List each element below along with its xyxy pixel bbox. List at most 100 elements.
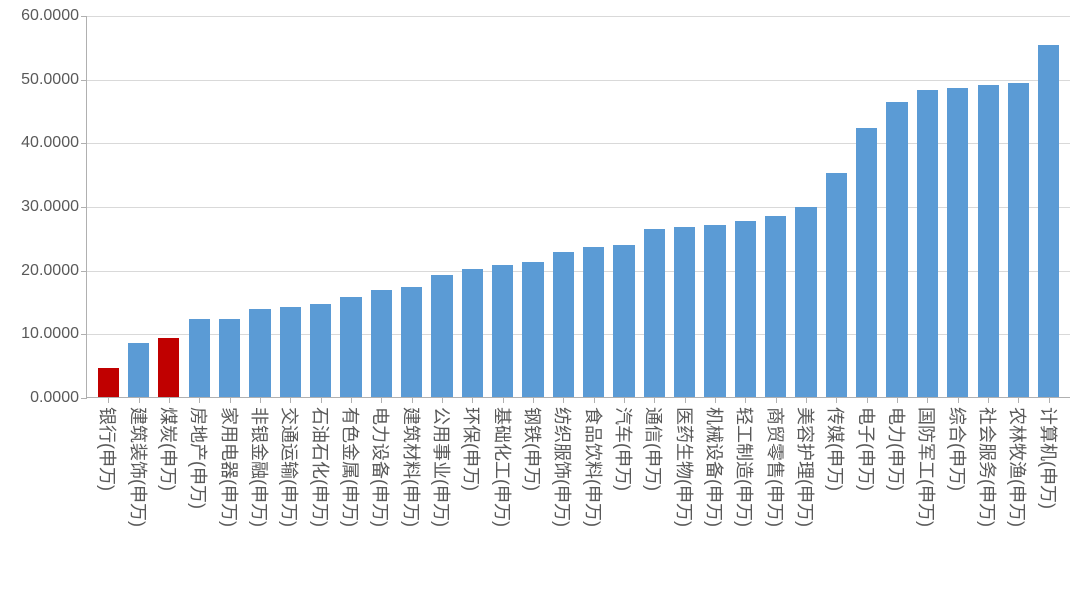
bar-slot: 交通运输(申万) — [275, 16, 305, 397]
bar-slot: 农林牧渔(申万) — [1003, 16, 1033, 397]
bar-slot: 机械设备(申万) — [700, 16, 730, 397]
bar-slot: 建筑装饰(申万) — [123, 16, 153, 397]
x-tick-label: 钢铁(申万) — [520, 397, 546, 491]
bar — [947, 88, 968, 397]
bar — [219, 319, 240, 397]
y-tick-label: 40.0000 — [21, 134, 87, 152]
x-tick-label: 煤炭(申万) — [156, 397, 182, 491]
x-tick-label: 美容护理(申万) — [793, 397, 819, 527]
bar — [98, 368, 119, 397]
bar — [1038, 45, 1059, 397]
x-tick-label: 建筑材料(申万) — [399, 397, 425, 527]
x-tick-label: 农林牧渔(申万) — [1005, 397, 1031, 527]
bar — [613, 245, 634, 397]
bar-slot: 国防军工(申万) — [912, 16, 942, 397]
bar-slot: 传媒(申万) — [821, 16, 851, 397]
bar — [128, 343, 149, 397]
bar — [826, 173, 847, 397]
bar-slot: 建筑材料(申万) — [396, 16, 426, 397]
bar — [431, 275, 452, 397]
bar-slot: 社会服务(申万) — [973, 16, 1003, 397]
bar-slot: 计算机(申万) — [1034, 16, 1064, 397]
x-tick-label: 社会服务(申万) — [975, 397, 1001, 527]
bar — [886, 102, 907, 397]
x-tick-label: 纺织服饰(申万) — [550, 397, 576, 527]
x-tick-label: 电力设备(申万) — [368, 397, 394, 527]
x-tick-label: 交通运输(申万) — [277, 397, 303, 527]
bar — [553, 252, 574, 397]
x-tick-label: 食品饮料(申万) — [581, 397, 607, 527]
bar-slot: 房地产(申万) — [184, 16, 214, 397]
y-tick-label: 50.0000 — [21, 71, 87, 89]
bar — [644, 229, 665, 397]
bar — [340, 297, 361, 397]
bar-slot: 电力设备(申万) — [366, 16, 396, 397]
x-tick-label: 商贸零售(申万) — [763, 397, 789, 527]
bar-slot: 汽车(申万) — [609, 16, 639, 397]
bar — [249, 309, 270, 397]
x-tick-label: 公用事业(申万) — [429, 397, 455, 527]
x-tick-label: 轻工制造(申万) — [732, 397, 758, 527]
y-tick-label: 20.0000 — [21, 262, 87, 280]
bar — [492, 265, 513, 397]
y-tick-label: 10.0000 — [21, 325, 87, 343]
x-tick-label: 机械设备(申万) — [702, 397, 728, 527]
x-tick-label: 银行(申万) — [95, 397, 121, 491]
bar — [795, 207, 816, 398]
bars-container: 银行(申万)建筑装饰(申万)煤炭(申万)房地产(申万)家用电器(申万)非银金融(… — [87, 16, 1070, 397]
bar-slot: 银行(申万) — [93, 16, 123, 397]
bar — [189, 319, 210, 397]
bar-slot: 石油石化(申万) — [305, 16, 335, 397]
x-tick-label: 通信(申万) — [641, 397, 667, 491]
bar — [1008, 83, 1029, 397]
bar-slot: 综合(申万) — [943, 16, 973, 397]
plot-area: 0.000010.000020.000030.000040.000050.000… — [86, 16, 1070, 398]
bar — [462, 269, 483, 397]
bar — [401, 287, 422, 397]
bar-slot: 环保(申万) — [457, 16, 487, 397]
bar-slot: 美容护理(申万) — [791, 16, 821, 397]
bar — [765, 216, 786, 397]
x-tick-label: 电子(申万) — [854, 397, 880, 491]
bar — [917, 90, 938, 397]
bar-slot: 基础化工(申万) — [487, 16, 517, 397]
bar — [522, 262, 543, 397]
x-tick-label: 电力(申万) — [884, 397, 910, 491]
bar-slot: 商贸零售(申万) — [761, 16, 791, 397]
x-tick-label: 家用电器(申万) — [217, 397, 243, 527]
bar-slot: 非银金融(申万) — [245, 16, 275, 397]
bar-slot: 家用电器(申万) — [214, 16, 244, 397]
bar-slot: 食品饮料(申万) — [579, 16, 609, 397]
x-tick-label: 传媒(申万) — [823, 397, 849, 491]
bar — [583, 247, 604, 397]
bar-slot: 钢铁(申万) — [518, 16, 548, 397]
bar — [704, 225, 725, 397]
x-tick-label: 医药生物(申万) — [672, 397, 698, 527]
bar-slot: 煤炭(申万) — [154, 16, 184, 397]
bar — [856, 128, 877, 397]
bar — [310, 304, 331, 397]
x-tick-label: 计算机(申万) — [1036, 397, 1062, 509]
bar — [735, 221, 756, 397]
x-tick-label: 建筑装饰(申万) — [126, 397, 152, 527]
bar-slot: 电子(申万) — [852, 16, 882, 397]
bar-slot: 公用事业(申万) — [427, 16, 457, 397]
x-tick-label: 石油石化(申万) — [308, 397, 334, 527]
bar — [371, 290, 392, 397]
x-tick-label: 环保(申万) — [459, 397, 485, 491]
bar-slot: 有色金属(申万) — [336, 16, 366, 397]
bar-chart: 0.0000 10.0000 20.0000 30.0000 40.0000 50.000… — [0, 0, 1080, 600]
bar-slot: 纺织服饰(申万) — [548, 16, 578, 397]
bar-slot: 通信(申万) — [639, 16, 669, 397]
bar-slot: 医药生物(申万) — [670, 16, 700, 397]
bar-slot: 电力(申万) — [882, 16, 912, 397]
x-tick-label: 房地产(申万) — [186, 397, 212, 509]
y-tick-label: 30.0000 — [21, 198, 87, 216]
bar — [280, 307, 301, 397]
bar — [158, 338, 179, 397]
bar — [978, 85, 999, 397]
bar-slot: 轻工制造(申万) — [730, 16, 760, 397]
x-tick-label: 非银金融(申万) — [247, 397, 273, 527]
x-tick-label: 基础化工(申万) — [490, 397, 516, 527]
y-tick-label: 0.0000 — [30, 389, 87, 407]
